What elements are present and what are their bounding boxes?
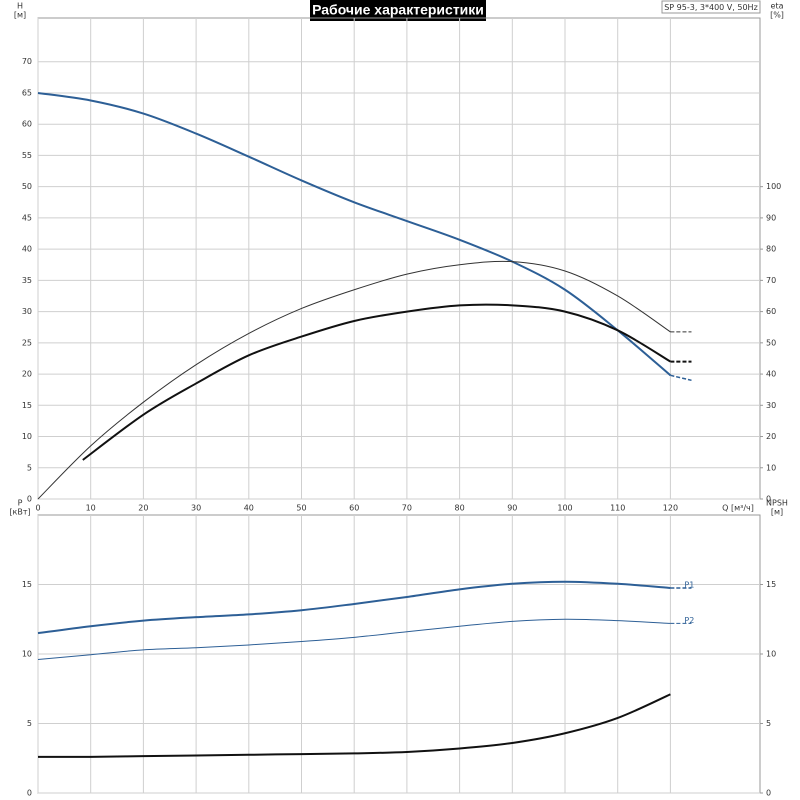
chart-title: Рабочие характеристики	[312, 2, 484, 18]
y-tick-label: 5	[27, 719, 32, 728]
y-tick-label: 35	[22, 276, 32, 285]
y-tick-label: 15	[22, 580, 32, 589]
y2-axis-unit: [м]	[771, 508, 783, 517]
y2-tick-label: 5	[766, 719, 771, 728]
y2-axis-label: NPSH	[766, 499, 788, 508]
y-tick-label: 25	[22, 338, 32, 347]
y-tick-label: 5	[27, 463, 32, 472]
y-tick-label: 60	[22, 120, 32, 129]
x-tick-label: 10	[86, 504, 96, 513]
y-tick-label: 15	[22, 401, 32, 410]
curve	[37, 260, 671, 500]
y-tick-label: 30	[22, 307, 32, 316]
y-tick-label: 65	[22, 88, 32, 97]
subtitle: SP 95-3, 3*400 V, 50Hz	[664, 3, 758, 12]
x-tick-label: 120	[663, 504, 678, 513]
y2-axis-unit: [%]	[770, 11, 784, 20]
y-axis-label: H	[17, 2, 23, 11]
y-tick-label: 20	[22, 370, 32, 379]
y-tick-label: 70	[22, 57, 32, 66]
y2-tick-label: 10	[766, 650, 776, 659]
y2-tick-label: 40	[766, 370, 776, 379]
x-tick-label: 40	[244, 504, 254, 513]
y2-tick-label: 60	[766, 307, 776, 316]
y-tick-label: 40	[22, 245, 32, 254]
y-tick-label: 45	[22, 213, 32, 222]
y-tick-label: 10	[22, 432, 32, 441]
x-tick-label: 0	[35, 504, 40, 513]
y-axis-unit: [м]	[14, 11, 26, 20]
y-tick-label: 55	[22, 151, 32, 160]
y2-tick-label: 90	[766, 213, 776, 222]
curve	[670, 374, 692, 382]
y-axis-unit: [кВт]	[9, 508, 30, 517]
curve	[37, 618, 671, 661]
x-tick-label: 70	[402, 504, 412, 513]
x-tick-label: 60	[349, 504, 359, 513]
y2-tick-label: 0	[766, 495, 771, 504]
curve	[37, 580, 671, 635]
y-axis-label: P	[18, 499, 23, 508]
x-tick-label: 30	[191, 504, 201, 513]
x-tick-label: 90	[507, 504, 517, 513]
y2-tick-label: 30	[766, 401, 776, 410]
y2-tick-label: 0	[766, 789, 771, 798]
x-tick-label: 50	[296, 504, 306, 513]
y2-tick-label: 100	[766, 182, 781, 191]
x-tick-label: 100	[557, 504, 572, 513]
series-label: P2	[684, 616, 694, 625]
series-label: P1	[684, 580, 694, 589]
y2-tick-label: 70	[766, 276, 776, 285]
y-tick-label: 0	[27, 789, 32, 798]
y2-axis-label: eta	[771, 2, 784, 11]
x-tick-label: 20	[138, 504, 148, 513]
y2-tick-label: 50	[766, 338, 776, 347]
y-tick-label: 50	[22, 182, 32, 191]
y2-tick-label: 15	[766, 580, 776, 589]
x-tick-label: 80	[455, 504, 465, 513]
subtitle-box	[661, 0, 761, 14]
y2-tick-label: 20	[766, 432, 776, 441]
plot-frame	[37, 17, 761, 500]
x-axis-label: Q [м³/ч]	[722, 504, 754, 513]
x-tick-label: 110	[610, 504, 625, 513]
curve	[37, 91, 672, 377]
y2-tick-label: 80	[766, 245, 776, 254]
curve	[37, 693, 671, 758]
y-tick-label: 10	[22, 650, 32, 659]
y2-tick-label: 10	[766, 463, 776, 472]
curve	[82, 303, 671, 461]
title-box	[310, 0, 486, 21]
y-tick-label: 0	[27, 495, 32, 504]
